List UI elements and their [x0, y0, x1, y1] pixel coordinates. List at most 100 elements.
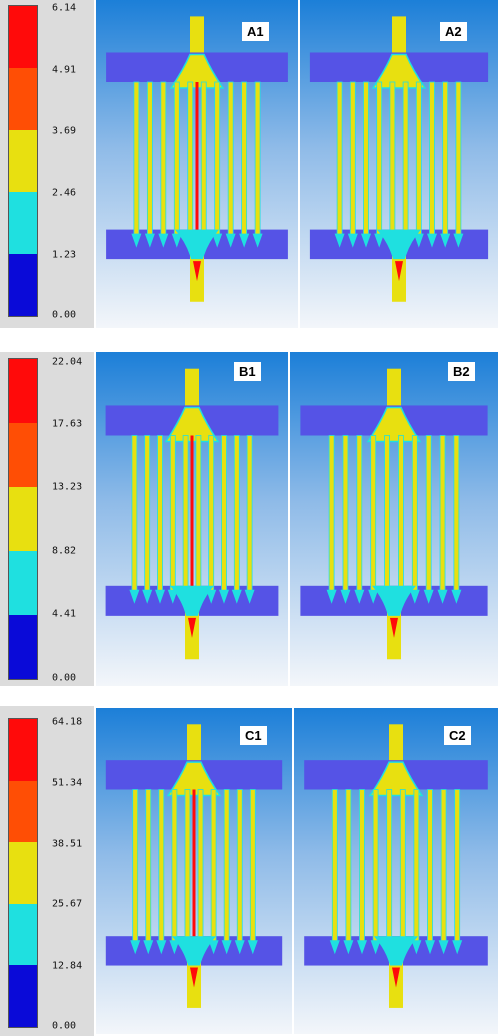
channel-outlet-jet [452, 940, 463, 955]
channel-outlet-jet [244, 589, 255, 604]
channel [455, 81, 462, 237]
channel [249, 789, 256, 943]
channel [146, 81, 153, 237]
channel [169, 435, 176, 593]
channel-outlet-jet [361, 233, 371, 248]
tick-label: 1.23 [52, 249, 77, 261]
legend-c: 64.18 51.34 38.51 25.67 12.84 0.00 [0, 706, 94, 1036]
channel [389, 81, 396, 237]
scale-segment-0 [9, 615, 37, 679]
channel [132, 789, 139, 943]
channel [413, 789, 420, 943]
channel [236, 789, 243, 943]
scale-segment-2 [9, 130, 37, 192]
channel [133, 81, 140, 237]
channel-outlet-jet [252, 233, 263, 248]
scale-segment-0 [9, 965, 37, 1027]
channel [173, 81, 180, 237]
channel-outlet-jet [368, 589, 379, 604]
inlet-pipe [387, 368, 401, 416]
scale-segment-4 [9, 6, 37, 68]
color-scale-bar [8, 5, 38, 317]
tick-label: 4.41 [52, 608, 77, 620]
channel-outlet-jet [437, 589, 448, 604]
scale-segment-3 [9, 68, 37, 130]
channel [184, 789, 191, 943]
channel-outlet-jet [334, 233, 345, 248]
outlet-hotspot [395, 261, 403, 282]
channel-outlet-jet [329, 940, 340, 955]
channel [200, 81, 207, 237]
channel [158, 789, 165, 943]
outlet-hotspot [188, 617, 196, 638]
channel-outlet-jet [451, 589, 462, 604]
simulation-view-b1: B1 [96, 352, 288, 686]
outlet-convergence [172, 936, 216, 966]
channel [425, 435, 432, 593]
inlet-pipe [190, 16, 204, 63]
channel-outlet-jet [142, 589, 153, 604]
panel-label: B1 [234, 362, 261, 381]
tick-label: 6.14 [52, 2, 77, 14]
channel [399, 789, 406, 943]
channel-outlet-jet [231, 589, 242, 604]
scale-segment-4 [9, 719, 37, 781]
outlet-convergence [374, 936, 418, 966]
channel [157, 435, 163, 593]
channel [372, 789, 379, 943]
channel-outlet-jet [212, 233, 223, 248]
panel-label: B2 [448, 362, 475, 381]
channel-outlet-jet [374, 233, 385, 248]
scale-segment-4 [9, 359, 37, 423]
channel-outlet-jet [208, 940, 219, 955]
channel [386, 789, 393, 943]
channel-outlet-jet [129, 589, 140, 604]
scale-segment-2 [9, 487, 37, 551]
channel-outlet-jet [144, 233, 155, 248]
scale-segment-3 [9, 423, 37, 487]
channel [254, 81, 261, 237]
channel-outlet-jet [131, 233, 142, 248]
channel [442, 81, 449, 237]
tick-label: 13.23 [52, 481, 83, 493]
channel-outlet-jet [155, 589, 165, 604]
channel [359, 789, 365, 943]
channel [411, 435, 418, 593]
tick-label: 17.63 [52, 418, 83, 430]
scale-segment-1 [9, 551, 37, 615]
channel [195, 435, 202, 593]
channel-outlet-jet [411, 940, 422, 955]
channel [440, 789, 447, 943]
tick-label: 12.84 [52, 960, 83, 972]
channel [336, 81, 343, 237]
channel [214, 81, 221, 237]
channel [131, 435, 138, 593]
channel-outlet-jet [425, 940, 435, 955]
channel-outlet-jet [326, 589, 337, 604]
simulation-view-a2: A2 [300, 0, 498, 328]
channel-outlet-jet [423, 589, 434, 604]
tick-label: 4.91 [52, 64, 77, 76]
channel [210, 789, 217, 943]
outlet-hotspot [390, 617, 398, 638]
channel-outlet-jet [453, 233, 464, 248]
channel [331, 789, 338, 943]
channel [227, 81, 234, 237]
channel [208, 435, 215, 593]
channel-outlet-jet [158, 233, 169, 248]
outlet-convergence [175, 229, 219, 260]
tick-label: 2.46 [52, 187, 77, 199]
channel [356, 435, 363, 593]
scale-segment-2 [9, 842, 37, 904]
legend-b: 22.04 17.63 13.23 8.82 4.41 0.00 [0, 352, 94, 686]
channel-outlet-jet [357, 940, 367, 955]
channel [429, 81, 435, 237]
channel-outlet-jet [347, 233, 358, 248]
panel-label: C2 [444, 726, 471, 745]
tick-label: 22.04 [52, 356, 83, 368]
inlet-pipe [187, 724, 201, 771]
channel [345, 789, 352, 943]
inlet-fan [371, 53, 427, 89]
tick-label: 3.69 [52, 125, 77, 137]
color-scale-bar [8, 718, 38, 1028]
